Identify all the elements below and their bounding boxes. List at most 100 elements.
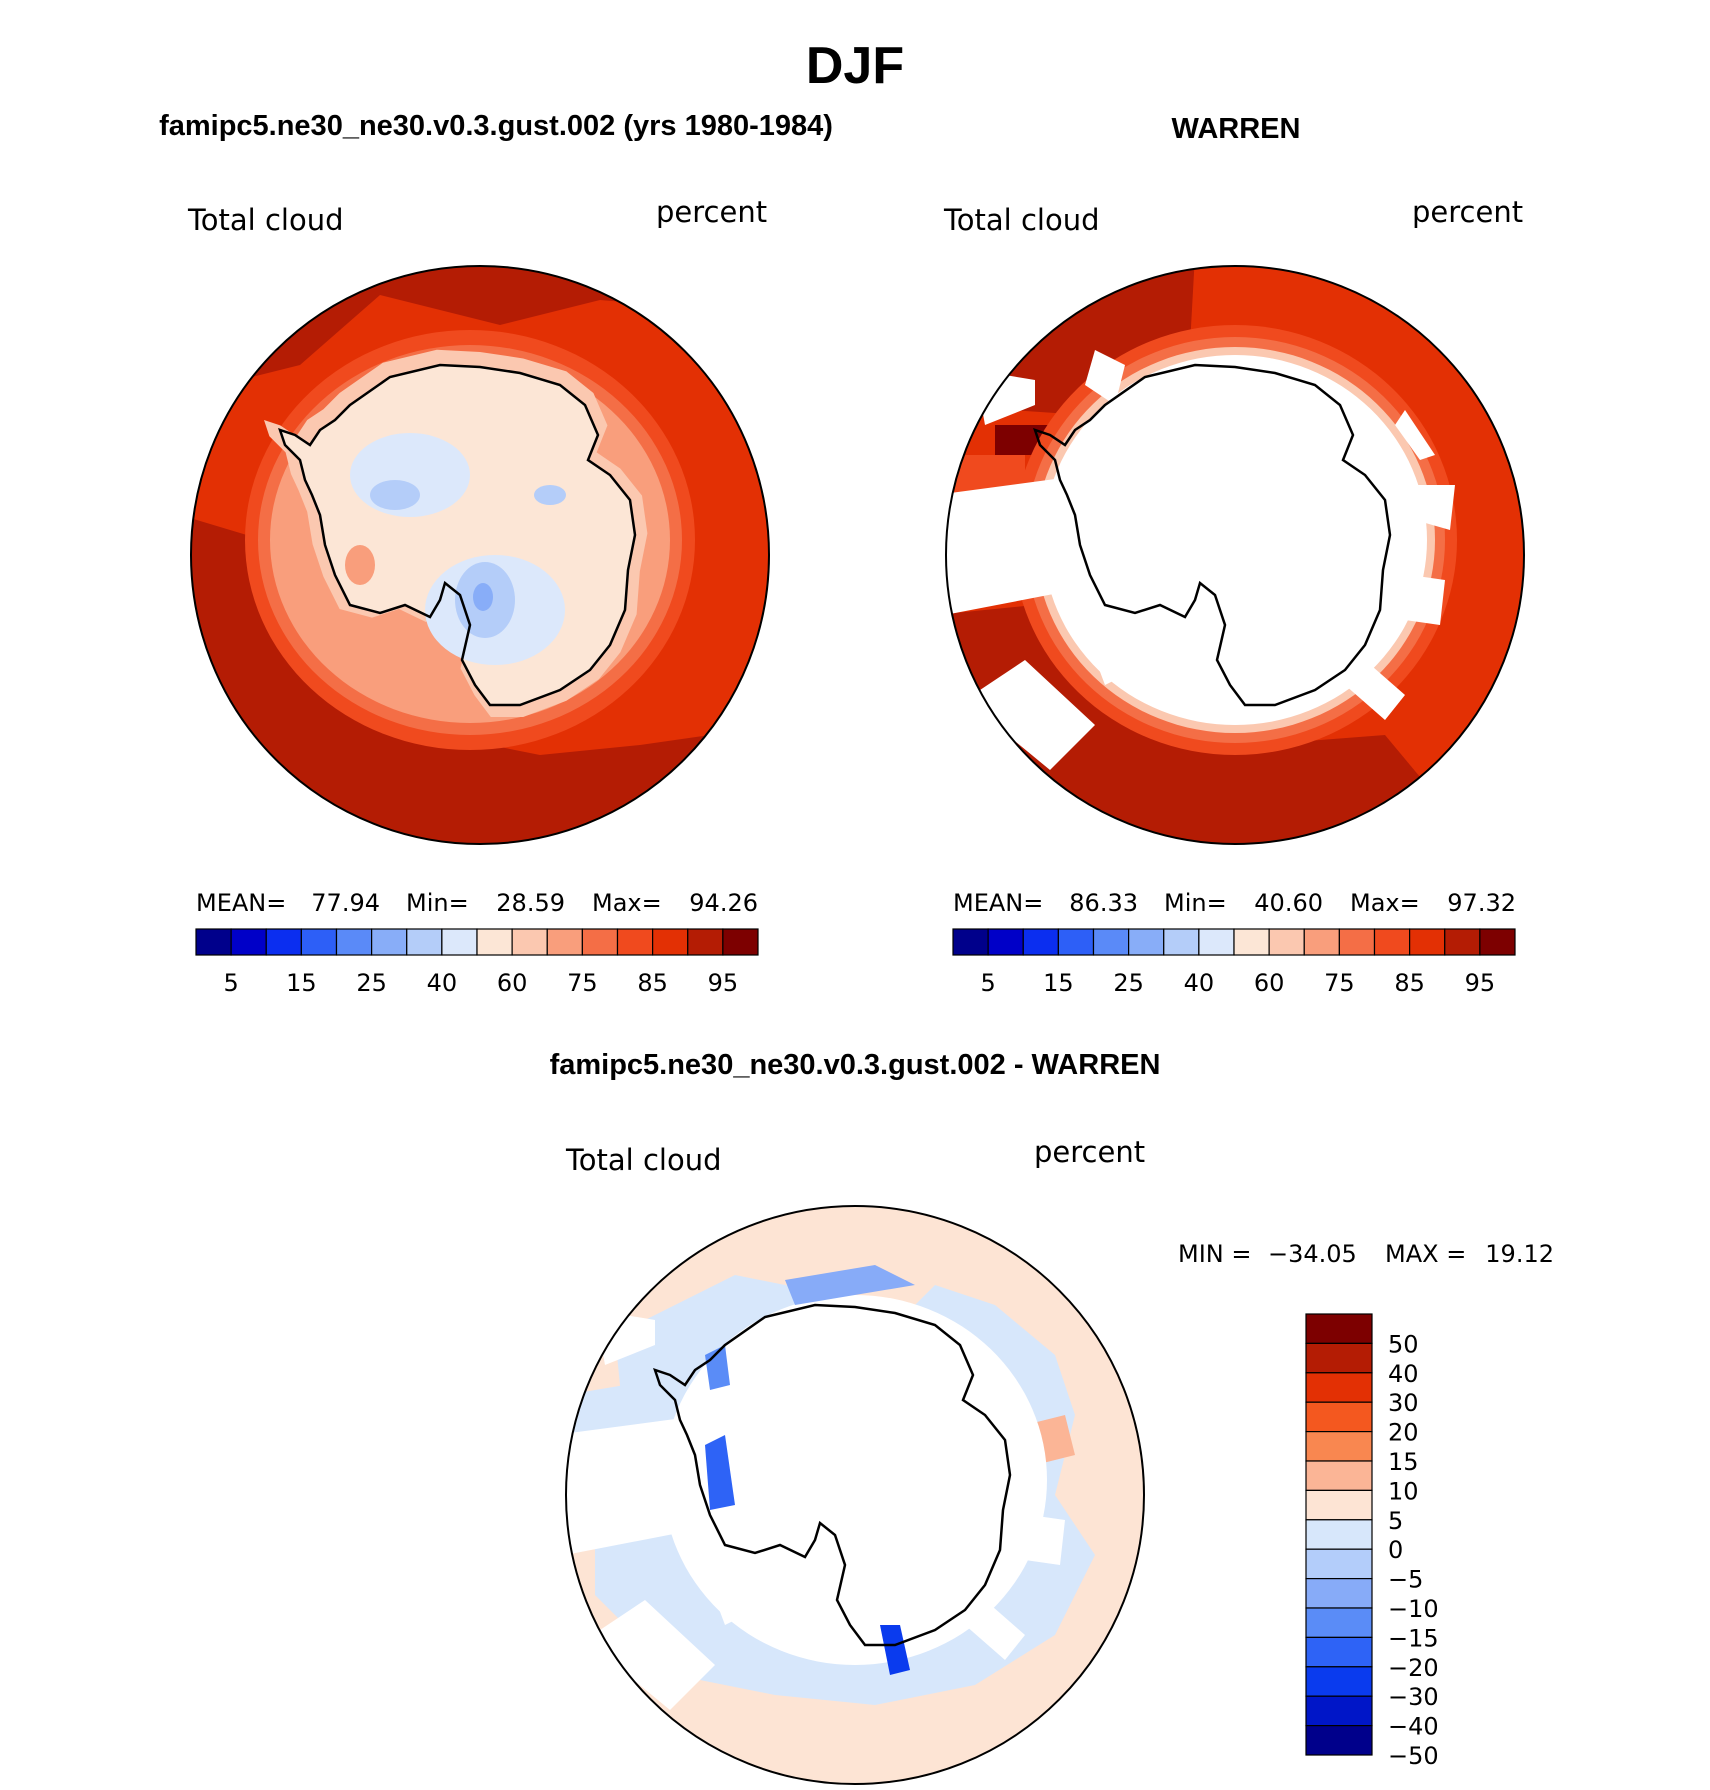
diff-colorbar-swatch-12 [1305, 1666, 1373, 1697]
obs-colorbar-swatch-13 [1409, 928, 1446, 956]
obs-colorbar-tick-label: 25 [1113, 969, 1144, 997]
panel-diff-map [565, 1205, 1145, 1785]
diff-field-missing-core [663, 1295, 1047, 1665]
diff-colorbar-tick-label: −15 [1388, 1624, 1439, 1652]
model-field-low-cloud-2c [473, 583, 493, 611]
obs-colorbar-swatch-5 [1128, 928, 1165, 956]
model-field-dark-band-west [191, 515, 769, 844]
diff-colorbar-swatch-4 [1305, 1430, 1373, 1462]
panel-model: famipc5.ne30_ne30.v0.3.gust.002 (yrs 198… [159, 110, 833, 997]
model-colorbar-swatch-13 [652, 928, 689, 956]
model-colorbar-swatch-1 [230, 928, 267, 956]
panel-obs-variable: Total cloud [943, 203, 1099, 237]
panel-diff: famipc5.ne30_ne30.v0.3.gust.002 - WARREN… [550, 1049, 1554, 1785]
model-colorbar-swatch-14 [687, 928, 724, 956]
panel-obs: WARREN Total cloud percent [943, 113, 1525, 997]
obs-missing-wedge-2 [965, 660, 1095, 770]
panel-obs-max: 97.32 [1447, 889, 1516, 917]
diff-colorbar-swatch-2 [1305, 1372, 1373, 1403]
diff-colorbar-tick-label: −20 [1388, 1654, 1439, 1682]
diff-colorbar-tick-label: −40 [1388, 1713, 1439, 1741]
obs-colorbar-tick-label: 75 [1324, 969, 1355, 997]
diff-colorbar-tick-label: −10 [1388, 1595, 1439, 1623]
model-colorbar-swatch-0 [195, 928, 232, 956]
diff-colorbar-tick-label: 0 [1388, 1536, 1403, 1564]
panel-model-title: famipc5.ne30_ne30.v0.3.gust.002 (yrs 198… [159, 110, 833, 142]
panel-obs-max-label: Max= [1350, 889, 1420, 917]
diff-colorbar-tick-label: 5 [1388, 1507, 1403, 1535]
panel-model-units: percent [656, 195, 767, 229]
diff-colorbar-swatch-7 [1305, 1519, 1373, 1550]
model-colorbar-swatch-6 [406, 928, 443, 956]
diff-colorbar-swatch-11 [1305, 1636, 1373, 1668]
panel-obs-mean: 86.33 [1069, 889, 1138, 917]
diff-field-strong-neg-2 [880, 1625, 910, 1675]
model-colorbar-tick-label: 15 [286, 969, 317, 997]
obs-colorbar-tick-label: 15 [1043, 969, 1074, 997]
panel-model-mean: 77.94 [311, 889, 380, 917]
panel-obs-title: WARREN [1172, 113, 1301, 145]
panel-obs-mean-label: MEAN= [953, 889, 1043, 917]
diff-colorbar-tick-label: −30 [1388, 1683, 1439, 1711]
obs-missing-wedge-5 [1395, 410, 1435, 460]
diff-colorbar-swatch-13 [1305, 1695, 1373, 1727]
panel-obs-min: 40.60 [1254, 889, 1323, 917]
model-colorbar-tick-label: 5 [223, 969, 238, 997]
diff-field-strong-neg-3 [785, 1265, 915, 1305]
model-colorbar-swatch-4 [335, 928, 373, 956]
panel-model-min-label: Min= [406, 889, 469, 917]
obs-colorbar-swatch-6 [1163, 928, 1200, 956]
diff-colorbar-tick-label: −5 [1388, 1566, 1423, 1594]
diff-colorbar-tick-label: 40 [1388, 1360, 1419, 1388]
obs-missing-wedge-8 [1345, 660, 1405, 720]
obs-colorbar-swatch-4 [1092, 928, 1130, 956]
obs-map-border [945, 265, 1525, 845]
diff-colorbar-tick-label: −50 [1388, 1742, 1439, 1770]
diff-map-border [565, 1205, 1145, 1785]
panel-obs-min-label: Min= [1164, 889, 1227, 917]
obs-colorbar-swatch-12 [1373, 928, 1411, 956]
panel-diff-max-label: MAX = [1385, 1240, 1466, 1268]
model-colorbar-swatch-9 [511, 928, 548, 956]
panel-diff-variable: Total cloud [565, 1143, 721, 1177]
panel-obs-map [945, 265, 1525, 845]
obs-colorbar-swatch-10 [1303, 928, 1340, 956]
model-colorbar-swatch-8 [476, 928, 513, 956]
model-colorbar-swatch-12 [616, 928, 654, 956]
obs-colorbar-tick-label: 95 [1465, 969, 1496, 997]
obs-colorbar-swatch-14 [1444, 928, 1481, 956]
diff-colorbar-tick-label: 15 [1388, 1448, 1419, 1476]
model-colorbar-tick-label: 25 [356, 969, 387, 997]
obs-colorbar-swatch-9 [1268, 928, 1305, 956]
diff-missing-wedge-6 [965, 1600, 1025, 1660]
obs-colorbar-swatch-15 [1479, 928, 1516, 956]
panel-model-variable: Total cloud [187, 203, 343, 237]
model-colorbar-tick-label: 60 [497, 969, 528, 997]
diff-colorbar-swatch-6 [1305, 1489, 1373, 1521]
model-map-border [190, 265, 770, 845]
panel-model-min: 28.59 [496, 889, 565, 917]
model-field-high-cloud [345, 545, 375, 585]
panel-model-colorbar: 5 15 25 40 60 75 85 95 [195, 928, 759, 997]
model-colorbar-swatch-10 [546, 928, 583, 956]
obs-colorbar-swatch-1 [987, 928, 1024, 956]
obs-missing-wedge-4 [1085, 350, 1125, 405]
obs-colorbar-tick-label: 5 [980, 969, 995, 997]
model-field-low-cloud-3 [534, 485, 566, 505]
diff-colorbar-swatch-3 [1305, 1401, 1373, 1433]
panel-diff-max: 19.12 [1485, 1240, 1554, 1268]
obs-colorbar-tick-label: 60 [1254, 969, 1285, 997]
diff-missing-wedge-4 [695, 1540, 765, 1625]
panel-model-max-label: Max= [592, 889, 662, 917]
model-colorbar-swatch-5 [371, 928, 408, 956]
panel-diff-title: famipc5.ne30_ne30.v0.3.gust.002 - WARREN [550, 1049, 1161, 1081]
diff-missing-wedge-5 [1025, 1515, 1065, 1565]
diff-colorbar-tick-label: 10 [1388, 1477, 1419, 1505]
diff-colorbar-tick-label: 50 [1388, 1330, 1419, 1358]
obs-colorbar-swatch-8 [1233, 928, 1270, 956]
diff-colorbar-swatch-9 [1305, 1577, 1373, 1609]
obs-colorbar-swatch-3 [1057, 928, 1095, 956]
diff-colorbar-swatch-8 [1305, 1548, 1373, 1580]
